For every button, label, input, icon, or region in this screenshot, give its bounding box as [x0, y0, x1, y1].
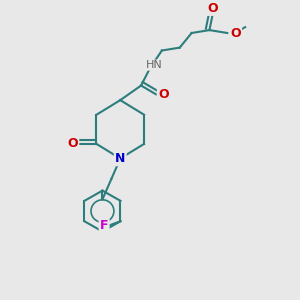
Text: F: F: [100, 219, 108, 232]
Text: O: O: [158, 88, 169, 101]
Text: O: O: [230, 26, 241, 40]
Text: N: N: [115, 152, 125, 165]
Text: O: O: [68, 137, 78, 150]
Text: HN: HN: [146, 60, 163, 70]
Text: O: O: [207, 2, 218, 15]
